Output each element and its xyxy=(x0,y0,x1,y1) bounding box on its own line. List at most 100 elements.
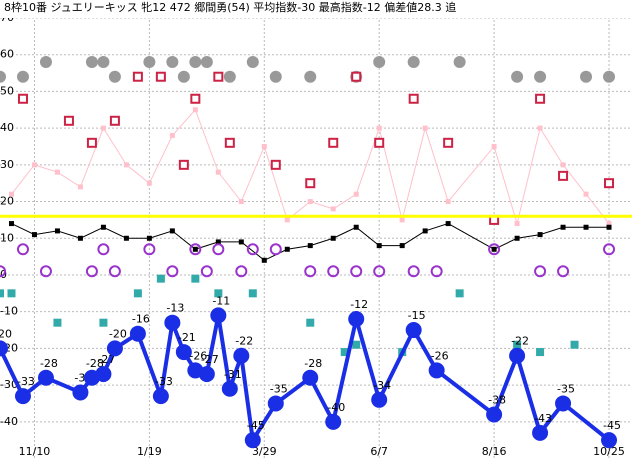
point xyxy=(31,162,37,168)
point xyxy=(453,56,466,69)
point xyxy=(325,413,342,430)
point xyxy=(534,265,547,278)
x-tick-label: 8/16 xyxy=(482,445,507,458)
point xyxy=(108,70,121,83)
y-tick-label: -40 xyxy=(0,415,18,428)
point xyxy=(445,221,451,227)
data-label: -21 xyxy=(178,331,196,344)
point xyxy=(583,224,589,230)
point xyxy=(95,366,112,383)
point xyxy=(246,56,259,69)
point xyxy=(233,347,250,364)
point xyxy=(0,70,6,83)
point xyxy=(238,239,244,245)
point xyxy=(0,340,8,357)
point xyxy=(72,384,89,401)
point xyxy=(214,289,223,298)
point xyxy=(261,257,267,263)
data-label: -33 xyxy=(155,375,173,388)
data-label: -35 xyxy=(270,382,288,395)
data-label: -38 xyxy=(488,393,506,406)
point xyxy=(97,56,110,69)
point xyxy=(536,348,545,357)
point xyxy=(123,162,129,168)
point xyxy=(169,228,175,234)
point xyxy=(190,93,201,104)
point xyxy=(445,199,451,205)
point xyxy=(408,93,419,104)
point xyxy=(374,137,385,148)
point xyxy=(123,235,129,241)
point xyxy=(422,228,428,234)
point xyxy=(570,340,579,349)
point xyxy=(422,125,428,131)
point xyxy=(376,125,382,131)
point xyxy=(198,366,215,383)
point xyxy=(353,191,359,197)
point xyxy=(39,56,52,69)
point xyxy=(108,265,121,278)
data-label: -27 xyxy=(201,353,219,366)
point xyxy=(143,56,156,69)
point xyxy=(511,70,524,83)
point xyxy=(327,265,340,278)
point xyxy=(534,70,547,83)
data-label: -22 xyxy=(235,335,253,348)
point xyxy=(54,169,60,175)
data-label: -45 xyxy=(247,419,265,432)
point xyxy=(284,246,290,252)
point xyxy=(100,224,106,230)
y-tick-label: 10 xyxy=(0,231,14,244)
point xyxy=(100,125,106,131)
point xyxy=(284,217,290,223)
point xyxy=(509,347,526,364)
data-label: -27 xyxy=(97,353,115,366)
point xyxy=(430,265,443,278)
point xyxy=(8,191,14,197)
point xyxy=(302,369,319,386)
data-label: -26 xyxy=(431,349,449,362)
point xyxy=(583,191,589,197)
point xyxy=(261,143,267,149)
point xyxy=(606,221,612,227)
point xyxy=(486,406,503,423)
point xyxy=(455,289,464,298)
point xyxy=(488,243,501,256)
point xyxy=(8,221,14,227)
point xyxy=(169,132,175,138)
point xyxy=(166,265,179,278)
point xyxy=(513,340,522,349)
point xyxy=(514,235,520,241)
point xyxy=(54,228,60,234)
point xyxy=(399,217,405,223)
point xyxy=(146,235,152,241)
point xyxy=(178,159,189,170)
point xyxy=(305,178,316,189)
point xyxy=(200,265,213,278)
point xyxy=(371,391,388,408)
point xyxy=(235,265,248,278)
data-label: -22 xyxy=(511,335,529,348)
point xyxy=(330,235,336,241)
point xyxy=(16,70,29,83)
point xyxy=(191,274,200,283)
point xyxy=(164,314,181,331)
point xyxy=(491,143,497,149)
point xyxy=(560,224,566,230)
point xyxy=(269,70,282,83)
point xyxy=(514,221,520,227)
data-label: -45 xyxy=(603,419,621,432)
point xyxy=(16,243,29,256)
point xyxy=(373,265,386,278)
point xyxy=(192,107,198,113)
y-tick-label: -10 xyxy=(0,305,18,318)
point xyxy=(328,137,339,148)
point xyxy=(601,432,618,449)
point xyxy=(348,311,365,328)
point xyxy=(330,206,336,212)
point xyxy=(37,369,54,386)
point xyxy=(246,243,259,256)
data-label: -34 xyxy=(373,379,391,392)
point xyxy=(53,318,62,327)
